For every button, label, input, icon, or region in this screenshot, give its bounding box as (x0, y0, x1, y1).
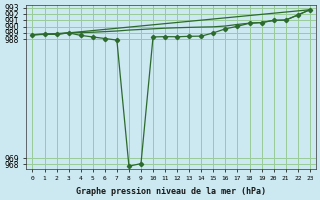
X-axis label: Graphe pression niveau de la mer (hPa): Graphe pression niveau de la mer (hPa) (76, 187, 266, 196)
